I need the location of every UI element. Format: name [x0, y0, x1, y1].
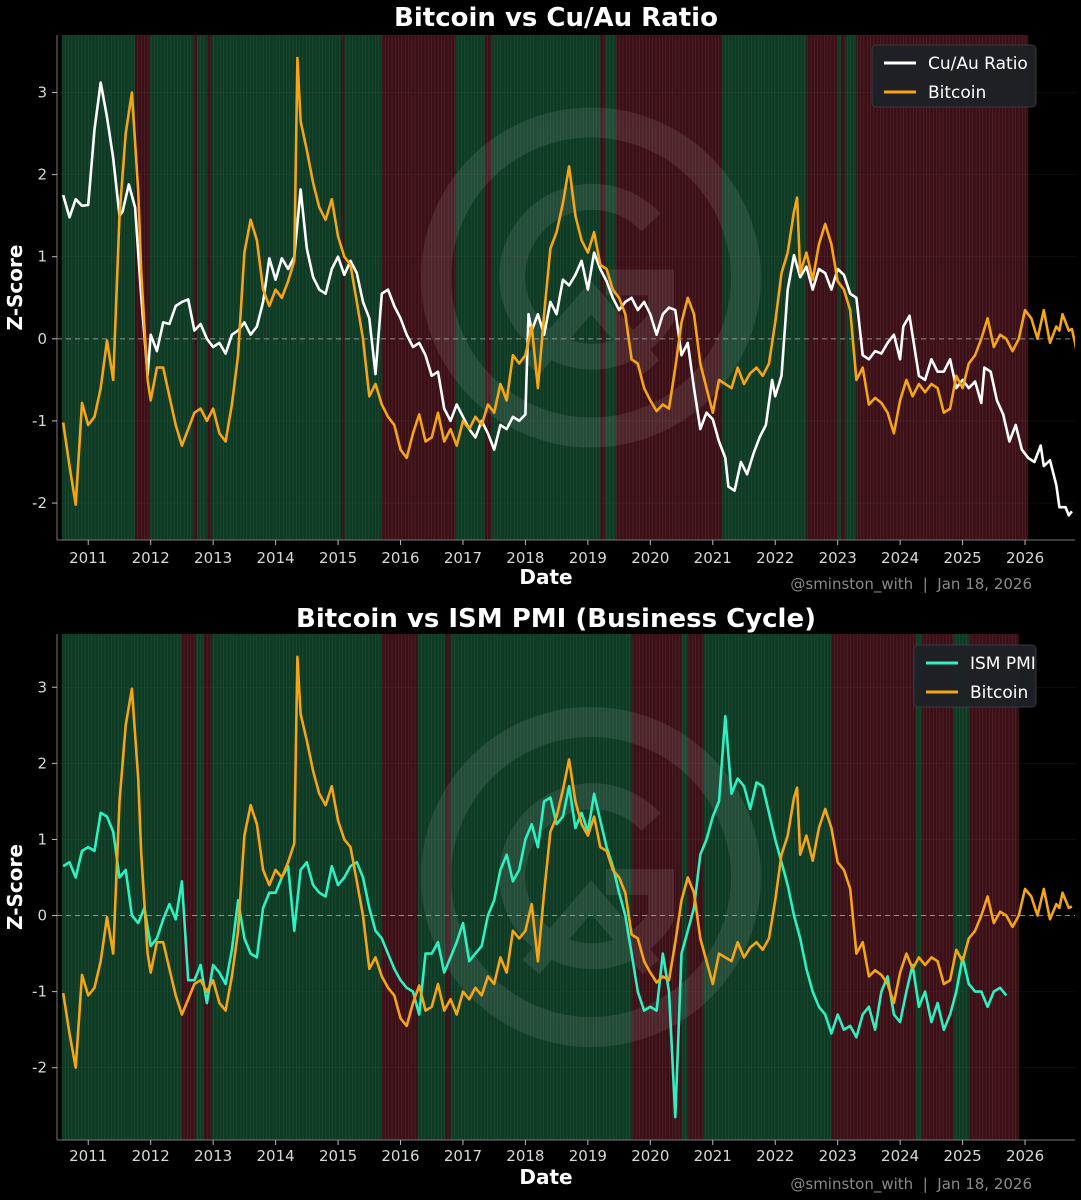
chart-title: Bitcoin vs Cu/Au Ratio [394, 3, 718, 33]
y-axis-label: Z-Score [3, 844, 27, 930]
credit-text: @sminston_with | Jan 18, 2026 [790, 575, 1032, 594]
legend: ISM PMI Bitcoin [913, 644, 1037, 708]
x-tick-label: 2014 [256, 549, 294, 567]
y-tick-label: -1 [32, 412, 47, 430]
x-tick-label: 2025 [943, 1147, 981, 1165]
y-tick-label: -2 [32, 1059, 47, 1077]
x-tick-label: 2020 [631, 1147, 669, 1165]
y-tick-label: 1 [37, 830, 47, 848]
x-tick-label: 2020 [631, 549, 669, 567]
contraction-band [615, 35, 723, 540]
contraction-band [968, 634, 1019, 1140]
x-axis-label: Date [519, 565, 572, 589]
contraction-band [181, 634, 196, 1140]
x-tick-label: 2018 [506, 549, 544, 567]
y-tick-label: 2 [37, 166, 47, 184]
gc-logo-icon [421, 107, 761, 448]
legend-label: Bitcoin [970, 683, 1028, 703]
y-tick-label: -1 [32, 983, 47, 1001]
y-tick-label: 0 [37, 330, 47, 348]
x-tick-label: 2024 [881, 549, 919, 567]
series-group [61, 655, 1073, 1119]
x-tick-label: 2026 [1006, 549, 1044, 567]
chart-title: Bitcoin vs ISM PMI (Business Cycle) [296, 604, 816, 634]
x-tick-label: 2017 [444, 1147, 482, 1165]
contraction-band [600, 35, 605, 540]
chart-panel-1: -2 -1 0 1 2 3 2011 2012 2013 2014 2015 2016 2017 2018… [3, 3, 1075, 594]
y-tick-label: -2 [32, 494, 47, 512]
x-tick-label: 2012 [132, 549, 170, 567]
contraction-band [341, 35, 345, 540]
x-tick-label: 2015 [319, 549, 357, 567]
y-axis-label: Z-Score [3, 245, 27, 331]
x-tick-label: 2014 [256, 1147, 294, 1165]
x-tick-label: 2021 [694, 549, 732, 567]
x-tick-label: 2011 [69, 1147, 107, 1165]
series-line-bitcoin [61, 655, 1073, 1069]
contraction-band [921, 634, 954, 1140]
x-tick-label: 2016 [381, 549, 419, 567]
series-line-ism-pmi [62, 714, 1008, 1119]
y-tick-label: 3 [37, 83, 47, 101]
x-tick-label: 2022 [756, 549, 794, 567]
x-tick-label: 2018 [506, 1147, 544, 1165]
x-tick-label: 2023 [819, 549, 857, 567]
watermark-ring [421, 707, 761, 1047]
x-tick-label: 2017 [444, 549, 482, 567]
contraction-band [381, 634, 418, 1140]
legend: Cu/Au Ratio Bitcoin [871, 44, 1037, 108]
x-tick-label: 2013 [194, 1147, 232, 1165]
contraction-band [381, 35, 456, 540]
y-tick-label: 3 [37, 678, 47, 696]
chart-panel-2: -2 -1 0 1 2 3 2011 2012 2013 2014 2015 2016 2017 2018… [3, 604, 1075, 1194]
x-tick-label: 2021 [694, 1147, 732, 1165]
legend-label: Cu/Au Ratio [928, 54, 1028, 74]
credit-text: @sminston_with | Jan 18, 2026 [790, 1175, 1032, 1194]
watermark-chevron [522, 280, 660, 375]
legend-label: Bitcoin [928, 83, 986, 103]
x-axis-label: Date [519, 1165, 572, 1189]
x-tick-label: 2024 [881, 1147, 919, 1165]
band-hatching [61, 35, 1026, 540]
x-tick-label: 2011 [69, 549, 107, 567]
x-tick-label: 2013 [194, 549, 232, 567]
legend-label: ISM PMI [970, 654, 1036, 674]
contraction-band [484, 35, 492, 540]
x-tick-label: 2019 [569, 1147, 607, 1165]
contraction-band [445, 634, 451, 1140]
x-tick-label: 2016 [381, 1147, 419, 1165]
contraction-band [203, 634, 212, 1140]
x-tick-label: 2022 [756, 1147, 794, 1165]
series-group [61, 56, 1075, 517]
contraction-band [856, 35, 1029, 540]
y-tick-label: 2 [37, 754, 47, 772]
contraction-band [831, 634, 916, 1140]
x-tick-label: 2025 [943, 549, 981, 567]
contraction-band [206, 35, 212, 540]
y-tick-label: 1 [37, 248, 47, 266]
x-tick-label: 2019 [569, 549, 607, 567]
x-tick-label: 2026 [1006, 1147, 1044, 1165]
x-tick-label: 2012 [132, 1147, 170, 1165]
series-line-cu-au-ratio [61, 81, 1073, 517]
contraction-band [193, 35, 197, 540]
x-tick-label: 2015 [319, 1147, 357, 1165]
band-hatching [61, 634, 1016, 1140]
watermark-ring [421, 107, 761, 448]
x-tick-label: 2023 [819, 1147, 857, 1165]
watermark-g [499, 183, 674, 370]
y-tick-label: 0 [37, 907, 47, 925]
series-line-bitcoin [61, 56, 1075, 506]
